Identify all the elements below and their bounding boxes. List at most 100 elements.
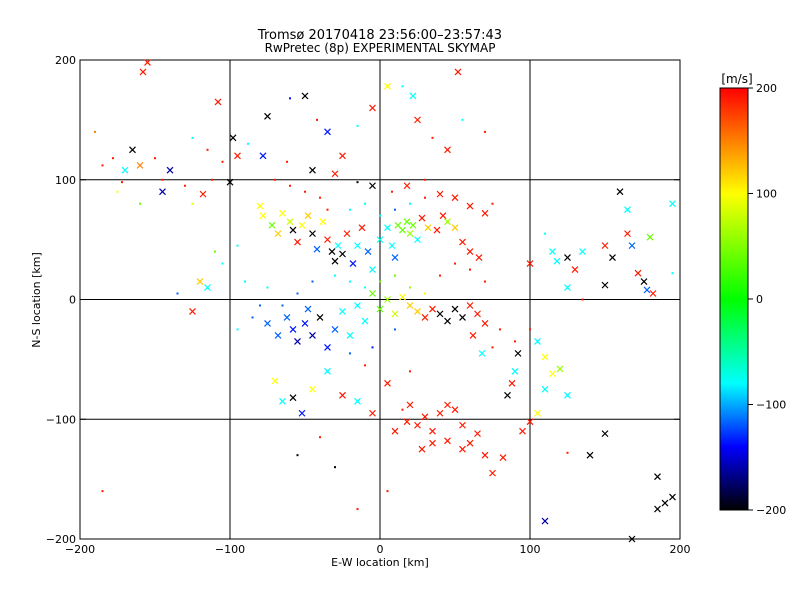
- cross-marker: [451, 194, 459, 202]
- cross-marker: [309, 166, 316, 174]
- cross-marker: [609, 254, 616, 262]
- y-axis-label: N-S location [km]: [30, 252, 43, 348]
- cross-marker: [364, 248, 372, 256]
- point-marker: [101, 164, 104, 167]
- cross-marker: [444, 401, 451, 409]
- cross-marker: [354, 397, 361, 405]
- cross-marker: [459, 445, 466, 453]
- cross-marker: [268, 221, 276, 229]
- cross-marker: [508, 379, 516, 387]
- cross-marker: [324, 343, 331, 351]
- cross-marker: [376, 305, 384, 313]
- cross-marker: [121, 166, 129, 174]
- velocity-colorbar: [m/s] 200 100 0 −100 −200: [719, 72, 786, 517]
- cross-marker: [229, 134, 237, 142]
- point-marker: [391, 190, 393, 193]
- y-tick-label: 100: [55, 174, 76, 187]
- cross-marker: [459, 314, 466, 321]
- point-marker: [424, 196, 426, 199]
- cross-marker: [339, 152, 346, 160]
- point-marker: [236, 328, 239, 331]
- cross-marker: [343, 230, 351, 238]
- cross-marker: [436, 409, 444, 417]
- point-marker: [289, 184, 291, 187]
- cross-marker: [369, 409, 376, 417]
- cross-marker: [301, 92, 309, 100]
- cross-marker: [444, 146, 451, 154]
- cross-marker: [331, 326, 339, 333]
- cross-marker: [409, 92, 417, 100]
- cross-marker: [409, 221, 417, 229]
- point-marker: [581, 298, 584, 301]
- cross-marker: [649, 290, 657, 297]
- cross-marker: [579, 248, 586, 256]
- point-marker: [139, 202, 141, 205]
- cross-marker: [504, 391, 511, 399]
- point-marker: [191, 136, 194, 139]
- cross-marker: [481, 209, 489, 217]
- point-marker: [121, 181, 123, 184]
- point-marker: [409, 370, 411, 373]
- cross-marker: [271, 377, 279, 385]
- cross-marker: [444, 218, 451, 226]
- point-marker: [514, 340, 516, 343]
- point-marker: [394, 274, 396, 277]
- cross-marker: [283, 314, 291, 321]
- cross-marker: [541, 385, 549, 393]
- point-marker: [116, 190, 119, 193]
- colorbar-tick-label: −100: [756, 399, 786, 412]
- cross-marker: [654, 505, 661, 513]
- cross-marker: [424, 224, 432, 232]
- cross-marker: [349, 260, 357, 267]
- point-marker: [356, 124, 359, 127]
- point-marker: [281, 304, 284, 307]
- cross-marker: [418, 445, 426, 453]
- colorbar-tick-label: −200: [756, 504, 786, 517]
- point-marker: [491, 346, 494, 349]
- cross-marker: [481, 320, 489, 327]
- cross-marker: [403, 182, 411, 190]
- cross-marker: [384, 82, 391, 90]
- point-marker: [236, 244, 239, 247]
- cross-marker: [129, 146, 136, 154]
- cross-marker: [334, 242, 342, 250]
- point-marker: [401, 85, 404, 88]
- cross-marker: [234, 152, 241, 160]
- cross-marker: [139, 68, 147, 76]
- chart-title: Tromsø 20170418 23:56:00–23:57:43: [257, 28, 502, 43]
- cross-marker: [391, 427, 399, 435]
- point-marker: [221, 160, 224, 163]
- cross-marker: [421, 413, 429, 421]
- y-tick-label: −200: [46, 533, 76, 546]
- cross-marker: [444, 317, 451, 325]
- point-marker: [379, 214, 381, 217]
- cross-marker: [403, 218, 411, 226]
- point-marker: [566, 451, 569, 454]
- cross-marker: [478, 349, 486, 357]
- cross-marker: [369, 182, 376, 190]
- cross-marker: [294, 238, 301, 246]
- cross-marker: [331, 257, 339, 265]
- point-marker: [484, 280, 486, 283]
- cross-marker: [451, 406, 459, 414]
- x-tick-label: 200: [670, 543, 691, 556]
- colorbar-ticks: 200 100 0 −100 −200: [748, 82, 786, 517]
- cross-marker: [474, 430, 481, 438]
- point-marker: [289, 97, 291, 100]
- cross-marker: [159, 188, 166, 196]
- point-marker: [671, 272, 674, 275]
- cross-marker: [286, 218, 294, 226]
- point-marker: [334, 466, 336, 469]
- cross-marker: [534, 337, 541, 345]
- cross-marker: [289, 326, 297, 333]
- cross-marker: [451, 305, 459, 313]
- x-axis-label: E-W location [km]: [331, 556, 429, 569]
- cross-marker: [354, 242, 361, 250]
- cross-marker: [294, 337, 301, 345]
- cross-marker: [189, 308, 196, 315]
- point-marker: [214, 250, 216, 253]
- cross-marker: [489, 469, 496, 477]
- cross-marker: [624, 206, 631, 214]
- point-marker: [206, 148, 209, 151]
